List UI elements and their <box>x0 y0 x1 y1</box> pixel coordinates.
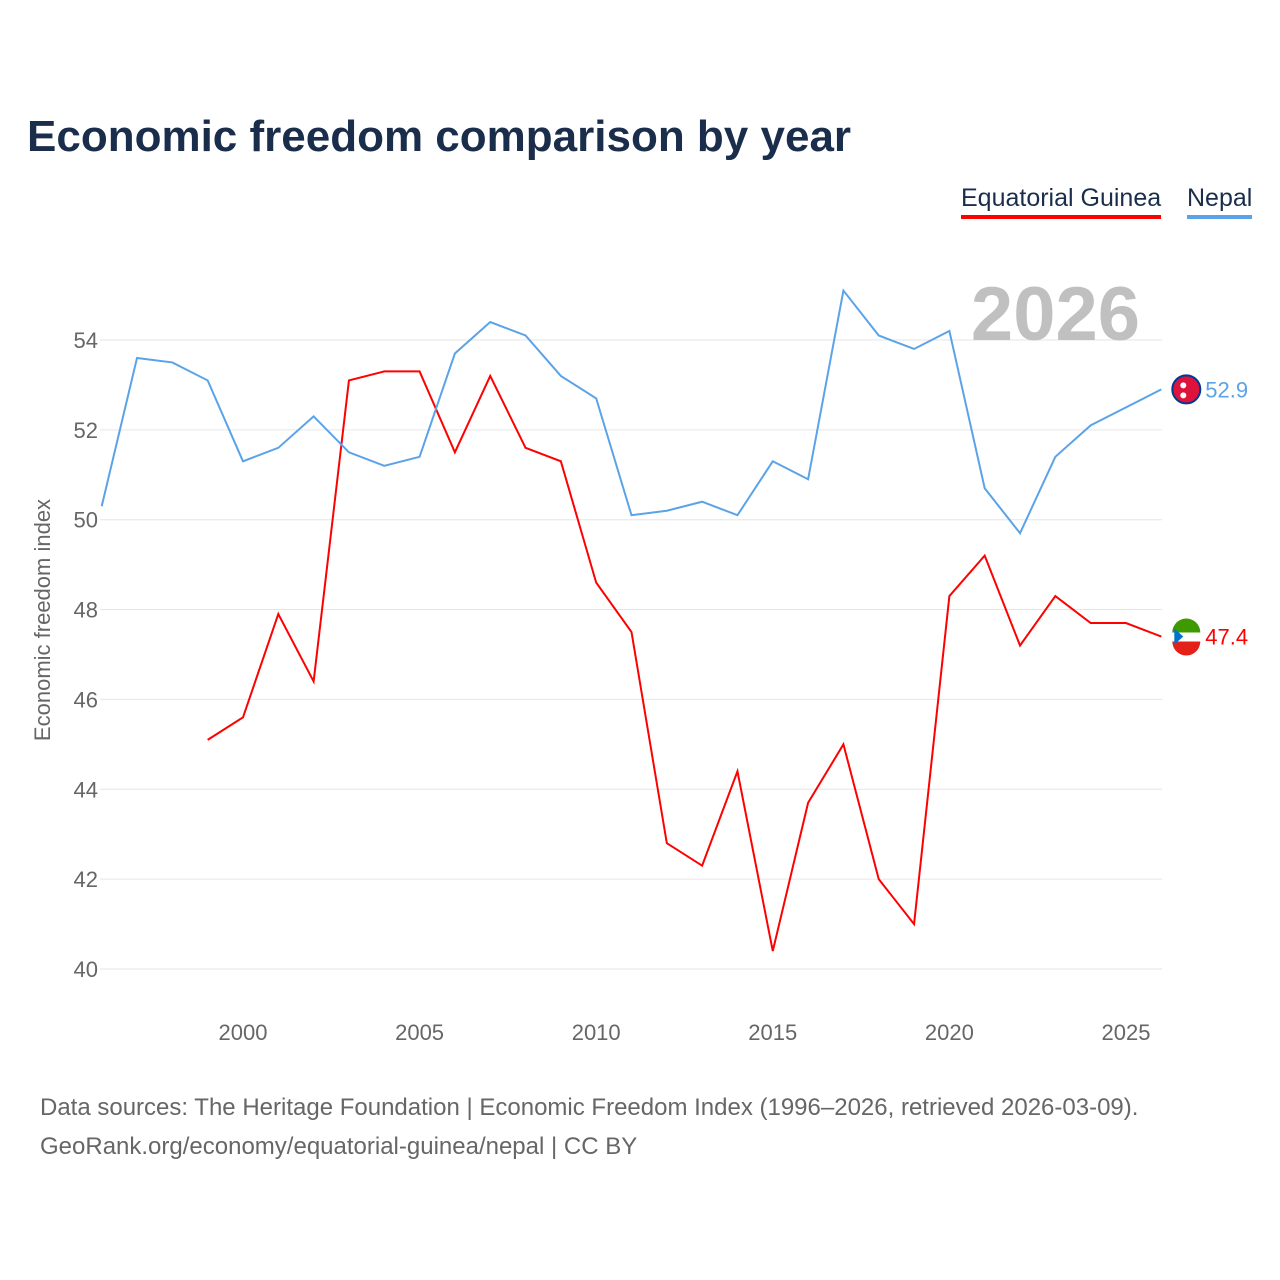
y-tick-label: 50 <box>74 508 98 533</box>
data-point <box>1017 530 1023 536</box>
data-point <box>629 512 635 518</box>
data-point <box>911 346 917 352</box>
data-point <box>452 350 458 356</box>
data-point <box>205 737 211 743</box>
data-point <box>1088 620 1094 626</box>
equatorial-guinea-flag-icon <box>1172 618 1201 656</box>
data-point <box>1052 454 1058 460</box>
data-point <box>99 503 105 509</box>
data-point <box>417 454 423 460</box>
data-point <box>664 840 670 846</box>
data-point <box>487 373 493 379</box>
series-line-equatorial-guinea <box>207 370 1162 952</box>
y-tick-label: 54 <box>74 328 98 353</box>
data-point <box>1088 422 1094 428</box>
data-point <box>381 368 387 374</box>
data-point <box>523 445 529 451</box>
data-point <box>452 449 458 455</box>
data-point <box>770 458 776 464</box>
data-point <box>275 611 281 617</box>
data-point <box>982 553 988 559</box>
data-point <box>523 332 529 338</box>
data-point <box>346 449 352 455</box>
data-point <box>1158 634 1164 640</box>
data-point <box>629 629 635 635</box>
data-point <box>946 328 952 334</box>
end-value-label: 52.9 <box>1205 377 1248 402</box>
data-point <box>1052 593 1058 599</box>
x-tick-label: 2025 <box>1102 1020 1151 1045</box>
data-point <box>558 373 564 379</box>
data-point <box>699 499 705 505</box>
data-point <box>805 476 811 482</box>
data-point <box>699 863 705 869</box>
footer-sources: Data sources: The Heritage Foundation | … <box>40 1094 1139 1121</box>
series-line-nepal <box>100 288 1162 536</box>
data-point <box>311 413 317 419</box>
data-point <box>487 319 493 325</box>
data-point <box>240 458 246 464</box>
x-tick-label: 2000 <box>219 1020 268 1045</box>
data-point <box>840 741 846 747</box>
data-point <box>982 485 988 491</box>
x-tick-label: 2015 <box>748 1020 797 1045</box>
data-point <box>1123 620 1129 626</box>
data-point <box>593 580 599 586</box>
data-point <box>946 593 952 599</box>
data-point <box>876 876 882 882</box>
data-point <box>311 678 317 684</box>
data-point <box>417 368 423 374</box>
data-point <box>840 288 846 294</box>
data-point <box>1158 386 1164 392</box>
data-point <box>381 463 387 469</box>
data-point <box>805 800 811 806</box>
y-tick-label: 42 <box>74 867 98 892</box>
data-point <box>169 359 175 365</box>
data-point <box>1017 643 1023 649</box>
data-point <box>205 377 211 383</box>
x-tick-label: 2005 <box>395 1020 444 1045</box>
y-tick-label: 40 <box>74 957 98 982</box>
chart-title: Economic freedom comparison by year <box>27 112 852 161</box>
data-point <box>770 948 776 954</box>
data-point <box>911 921 917 927</box>
data-point <box>734 512 740 518</box>
data-point <box>593 395 599 401</box>
data-point <box>1123 404 1129 410</box>
data-point <box>346 377 352 383</box>
end-value-label: 47.4 <box>1205 625 1248 650</box>
nepal-flag-icon <box>1171 374 1202 405</box>
legend-nepal[interactable]: Nepal <box>1187 184 1253 219</box>
data-point <box>275 445 281 451</box>
data-point <box>240 714 246 720</box>
year-watermark: 2026 <box>971 272 1140 357</box>
data-point <box>664 508 670 514</box>
x-tick-label: 2020 <box>925 1020 974 1045</box>
y-tick-label: 46 <box>74 687 98 712</box>
y-axis-label: Economic freedom index <box>30 499 55 741</box>
footer: Data sources: The Heritage Foundation | … <box>40 1088 1138 1166</box>
data-point <box>876 332 882 338</box>
y-tick-label: 52 <box>74 418 98 443</box>
footer-link[interactable]: GeoRank.org/economy/equatorial-guinea/ne… <box>40 1133 638 1160</box>
data-point <box>558 458 564 464</box>
y-tick-label: 44 <box>74 777 98 802</box>
y-tick-label: 48 <box>74 598 98 623</box>
data-point <box>734 768 740 774</box>
data-point <box>134 355 140 361</box>
x-tick-label: 2010 <box>572 1020 621 1045</box>
legend-equatorial-guinea[interactable]: Equatorial Guinea <box>961 184 1162 219</box>
